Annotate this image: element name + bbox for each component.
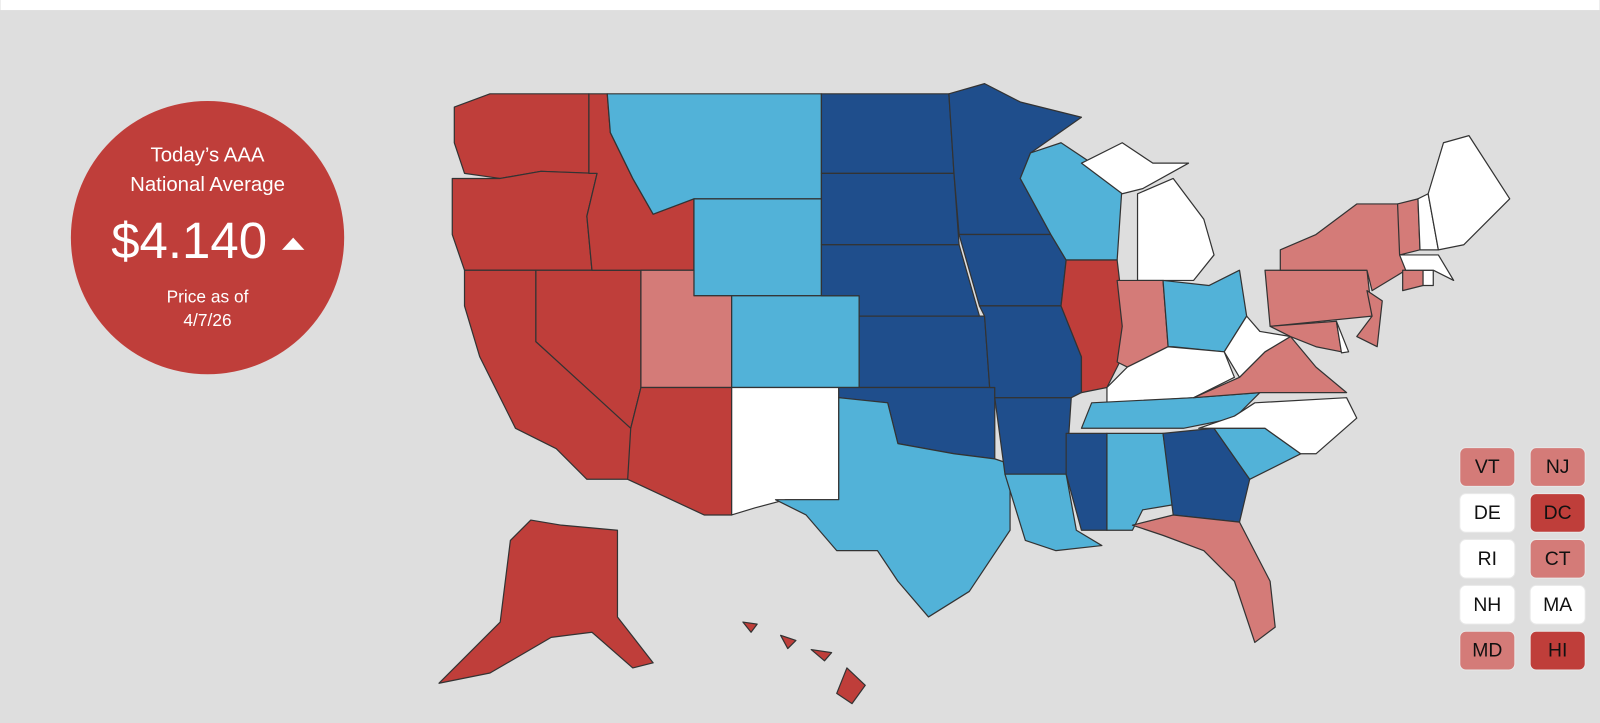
button-label[interactable]: MA: [1543, 594, 1572, 616]
badge-price: $4.140: [111, 212, 267, 269]
state[interactable]: [1131, 514, 1276, 644]
state[interactable]: [731, 386, 840, 516]
button-label[interactable]: DC: [1544, 502, 1572, 524]
state[interactable]: [1065, 432, 1108, 531]
button-label[interactable]: DE: [1474, 502, 1501, 524]
state[interactable]: [1398, 254, 1455, 282]
top-strip: [0, 0, 1600, 11]
button-bg[interactable]: [1459, 584, 1516, 625]
state[interactable]: [810, 648, 833, 662]
us-map: [438, 83, 1511, 705]
button-label[interactable]: HI: [1548, 640, 1567, 662]
state[interactable]: [1060, 259, 1128, 394]
state[interactable]: [1198, 397, 1358, 455]
button-bg[interactable]: [1529, 447, 1586, 487]
state[interactable]: [780, 634, 797, 650]
button-bg[interactable]: [1459, 630, 1516, 671]
small-state-button[interactable]: CT: [1529, 538, 1586, 579]
button-label[interactable]: NJ: [1546, 456, 1570, 478]
small-state-button[interactable]: HI: [1529, 630, 1586, 671]
small-state-button[interactable]: NJ: [1529, 447, 1586, 487]
national-average-badge: Today’s AAA National Average $4.140 Pric…: [70, 100, 345, 375]
state[interactable]: [438, 519, 654, 684]
state[interactable]: [1162, 427, 1251, 523]
button-bg[interactable]: [1529, 493, 1586, 533]
state[interactable]: [742, 621, 758, 633]
state[interactable]: [451, 170, 598, 271]
button-label[interactable]: VT: [1475, 456, 1500, 478]
small-state-button[interactable]: RI: [1459, 538, 1516, 579]
state[interactable]: [1264, 269, 1373, 327]
small-state-button[interactable]: MD: [1459, 630, 1516, 671]
button-label[interactable]: MD: [1472, 640, 1502, 662]
button-bg[interactable]: [1459, 447, 1516, 487]
state[interactable]: [1269, 320, 1343, 353]
state[interactable]: [820, 172, 960, 246]
button-label[interactable]: NH: [1473, 594, 1501, 616]
state[interactable]: [1080, 142, 1190, 195]
state[interactable]: [1422, 269, 1434, 287]
state[interactable]: [774, 397, 1011, 618]
button-bg[interactable]: [1529, 630, 1586, 671]
badge-note-line1: Price as of: [167, 286, 249, 306]
badge-circle: [70, 100, 345, 375]
button-bg[interactable]: [1529, 584, 1586, 625]
button-label[interactable]: CT: [1545, 548, 1571, 570]
state[interactable]: [693, 198, 823, 297]
small-state-button[interactable]: VT: [1459, 447, 1516, 487]
state[interactable]: [453, 93, 590, 180]
badge-line2: National Average: [130, 174, 285, 196]
badge-note-line2: 4/7/26: [183, 310, 231, 330]
state[interactable]: [820, 93, 955, 174]
small-state-button[interactable]: DC: [1529, 493, 1586, 533]
state[interactable]: [994, 397, 1072, 475]
button-bg[interactable]: [1529, 538, 1586, 579]
state[interactable]: [836, 667, 866, 705]
up-arrow: [281, 237, 305, 250]
button-bg[interactable]: [1459, 493, 1516, 533]
badge-line1: Today’s AAA: [151, 144, 265, 166]
state[interactable]: [1356, 290, 1383, 348]
small-state-buttons: VT NJ DE DC RI CT NH MA MD HI: [1459, 447, 1586, 671]
state[interactable]: [1427, 135, 1511, 251]
small-state-button[interactable]: NH: [1459, 584, 1516, 625]
state[interactable]: [858, 315, 991, 389]
small-state-button[interactable]: DE: [1459, 493, 1516, 533]
state[interactable]: [1396, 198, 1421, 256]
state[interactable]: [1335, 320, 1350, 354]
small-state-button[interactable]: MA: [1529, 584, 1586, 625]
state[interactable]: [731, 295, 860, 389]
button-label[interactable]: RI: [1478, 548, 1497, 570]
button-bg[interactable]: [1459, 538, 1516, 579]
